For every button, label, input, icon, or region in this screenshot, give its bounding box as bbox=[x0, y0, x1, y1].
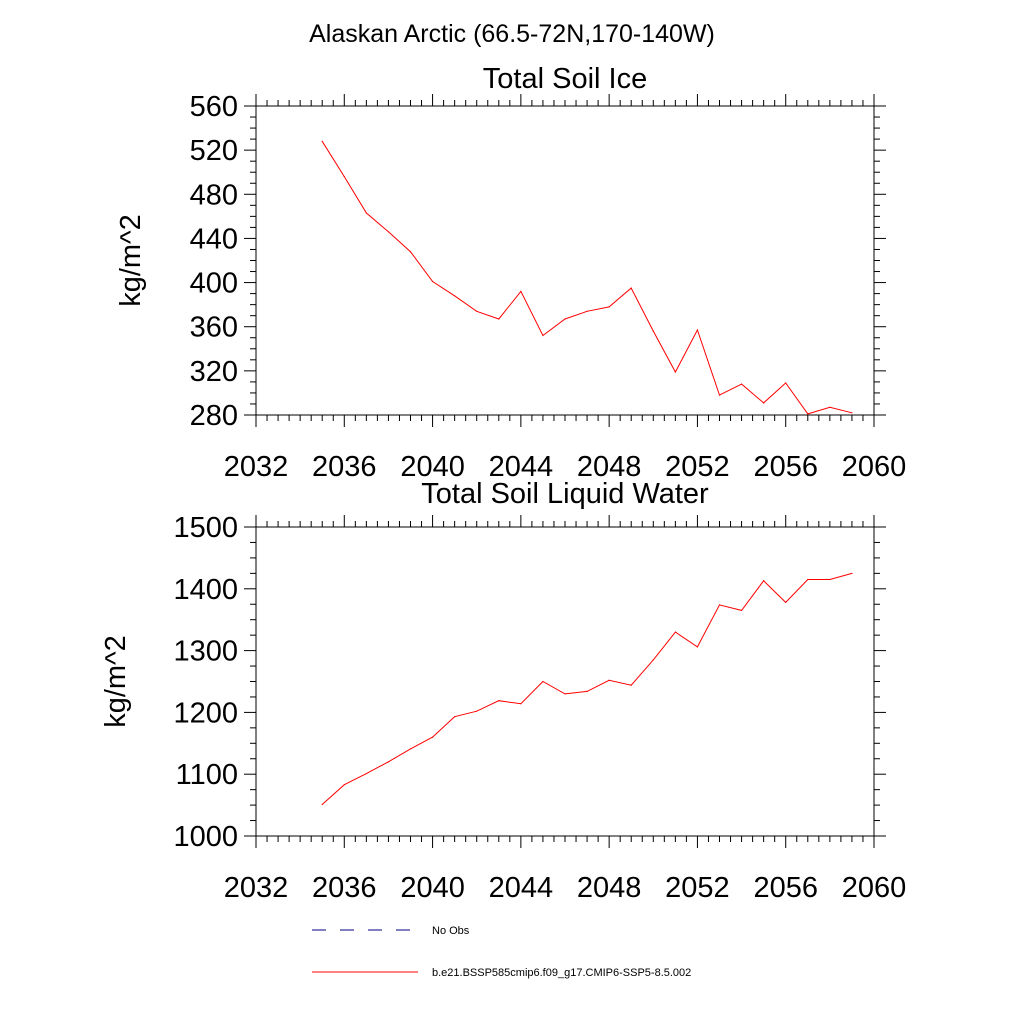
plot-frame-water bbox=[255, 526, 875, 837]
x-tick-label-water: 2056 bbox=[753, 872, 818, 904]
data-point-ice bbox=[387, 231, 390, 233]
data-point-ice bbox=[696, 329, 699, 331]
y-tick-label-water: 1100 bbox=[176, 759, 238, 791]
panel-total-soil-liquid-water: Total Soil Liquid Water 2032 2036 2040 2044 2… bbox=[100, 478, 906, 904]
x-tick-label-water: 2032 bbox=[224, 872, 289, 904]
data-point-ice bbox=[343, 176, 345, 178]
y-axis-label-water: kg/m^2 bbox=[100, 635, 132, 728]
data-point-water bbox=[851, 572, 853, 574]
data-point-water bbox=[520, 703, 522, 705]
x-tick-label-water: 2052 bbox=[665, 872, 730, 904]
x-tick-label-ice: 2056 bbox=[753, 451, 818, 483]
data-point-ice bbox=[409, 251, 412, 253]
data-point-ice bbox=[763, 402, 765, 404]
data-point-ice bbox=[454, 295, 456, 297]
data-point-water bbox=[718, 604, 721, 606]
data-point-water bbox=[431, 736, 434, 738]
y-tick-label-ice: 360 bbox=[190, 312, 238, 344]
data-point-water bbox=[652, 659, 654, 661]
x-tick-label-ice: 2052 bbox=[665, 451, 730, 483]
figure-title: Alaskan Arctic (66.5-72N,170-140W) bbox=[309, 20, 715, 48]
y-tick-label-ice: 280 bbox=[190, 400, 238, 432]
data-point-water bbox=[387, 761, 390, 763]
x-tick-label-water: 2048 bbox=[577, 872, 642, 904]
y-axis-label-ice: kg/m^2 bbox=[115, 214, 147, 307]
y-tick-label-ice: 440 bbox=[190, 223, 238, 255]
y-tick-label-water: 1300 bbox=[173, 636, 238, 668]
x-tick-label-water: 2044 bbox=[489, 872, 554, 904]
data-point-water bbox=[365, 772, 367, 775]
y-tick-label-ice: 480 bbox=[190, 179, 238, 211]
data-point-water bbox=[829, 578, 831, 581]
data-point-ice bbox=[431, 280, 434, 283]
data-point-water bbox=[630, 684, 632, 686]
x-tick-label-ice: 2036 bbox=[312, 451, 377, 483]
data-point-ice bbox=[365, 212, 367, 214]
data-point-ice bbox=[851, 412, 853, 414]
plot-frame-ice bbox=[255, 105, 875, 416]
legend-label-no-obs: No Obs bbox=[432, 925, 470, 937]
data-point-water bbox=[409, 748, 412, 750]
data-point-water bbox=[586, 690, 588, 692]
data-point-water bbox=[696, 646, 699, 648]
data-point-water bbox=[321, 803, 323, 806]
data-point-ice bbox=[608, 306, 610, 308]
x-tick-label-ice: 2040 bbox=[400, 451, 465, 483]
data-point-ice bbox=[630, 287, 632, 289]
panel-title-ice: Total Soil Ice bbox=[483, 63, 647, 95]
data-point-water bbox=[785, 601, 787, 603]
legend: No Obs b.e21.BSSP585cmip6.f09_g17.CMIP6-… bbox=[312, 925, 691, 979]
series-line-ice bbox=[321, 141, 853, 415]
data-point-ice bbox=[321, 140, 323, 142]
series-line-water bbox=[321, 572, 853, 805]
data-point-water bbox=[807, 578, 809, 581]
legend-label-model-run: b.e21.BSSP585cmip6.f09_g17.CMIP6-SSP5-8.… bbox=[432, 967, 691, 979]
data-point-water bbox=[564, 693, 566, 695]
y-tick-label-water: 1500 bbox=[173, 512, 238, 544]
y-tick-label-ice: 520 bbox=[190, 135, 238, 167]
panel-title-water: Total Soil Liquid Water bbox=[421, 478, 709, 510]
data-point-ice bbox=[586, 310, 588, 312]
x-tick-label-ice: 2048 bbox=[577, 451, 642, 483]
y-tick-label-water: 1000 bbox=[173, 821, 238, 853]
data-point-ice bbox=[476, 310, 478, 312]
data-point-water bbox=[740, 609, 743, 612]
x-tick-label-water: 2040 bbox=[400, 872, 465, 904]
y-tick-label-ice: 400 bbox=[190, 268, 238, 300]
data-point-water bbox=[476, 710, 478, 712]
data-point-ice bbox=[520, 290, 522, 292]
data-point-ice bbox=[652, 330, 654, 332]
data-point-water bbox=[608, 679, 610, 681]
y-tick-label-water: 1200 bbox=[173, 697, 238, 729]
data-point-ice bbox=[674, 371, 676, 373]
data-point-ice bbox=[740, 383, 743, 385]
data-point-ice bbox=[718, 394, 721, 396]
y-tick-label-ice: 560 bbox=[190, 91, 238, 123]
data-point-ice bbox=[564, 318, 566, 320]
data-point-water bbox=[542, 680, 544, 683]
x-tick-label-water: 2036 bbox=[312, 872, 377, 904]
data-point-water bbox=[454, 716, 456, 718]
data-point-water bbox=[343, 784, 345, 786]
data-point-ice bbox=[807, 413, 809, 415]
data-point-ice bbox=[498, 318, 500, 320]
data-point-water bbox=[498, 700, 500, 702]
y-tick-label-ice: 320 bbox=[190, 356, 238, 388]
x-tick-label-ice: 2044 bbox=[489, 451, 554, 483]
data-point-water bbox=[763, 580, 765, 582]
y-tick-label-water: 1400 bbox=[173, 574, 238, 606]
panel-total-soil-ice: Total Soil Ice 2032 2036 2040 2044 2048 2052 20… bbox=[115, 63, 906, 483]
data-point-ice bbox=[542, 334, 544, 337]
data-point-ice bbox=[785, 382, 787, 384]
data-point-ice bbox=[829, 406, 831, 408]
x-tick-label-ice: 2032 bbox=[224, 451, 289, 483]
data-point-water bbox=[674, 631, 676, 633]
x-tick-label-ice: 2060 bbox=[842, 451, 907, 483]
x-tick-label-water: 2060 bbox=[842, 872, 907, 904]
